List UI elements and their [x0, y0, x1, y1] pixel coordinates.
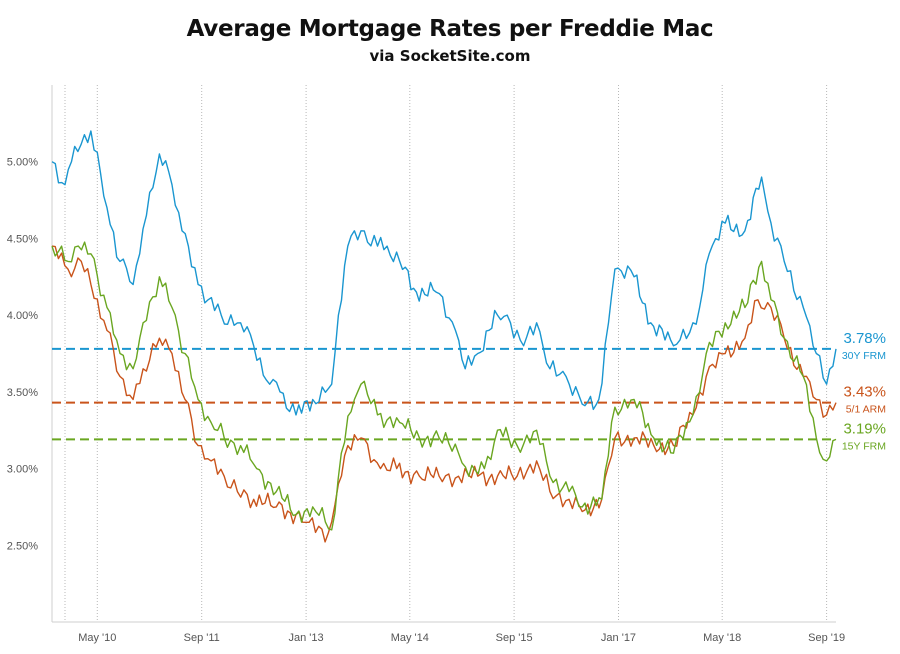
y-tick-label: 4.50% — [7, 233, 38, 245]
series-latest-value: 3.43% — [843, 384, 886, 401]
chart-subtitle: via SocketSite.com — [369, 47, 531, 65]
y-tick-label: 2.50% — [7, 540, 38, 552]
x-tick-label: May '18 — [703, 632, 741, 644]
x-axis-tick-labels: May '10 Sep '11 Jan '13 May '14 Sep '15 Jan '… — [78, 632, 845, 644]
y-tick-label: 3.00% — [7, 464, 38, 476]
y-tick-label: 4.00% — [7, 310, 38, 322]
series-end-labels: 3.78% 30Y FRM 3.43% 5/1 ARM 3.19% 15Y FRM — [842, 330, 886, 453]
x-tick-label: Sep '15 — [496, 632, 533, 644]
series-lines — [51, 130, 837, 543]
vertical-gridlines — [64, 85, 828, 622]
x-tick-label: May '14 — [391, 632, 429, 644]
x-tick-label: Sep '11 — [184, 632, 220, 644]
series-name: 30Y FRM — [842, 350, 886, 362]
chart-title: Average Mortgage Rates per Freddie Mac — [186, 16, 714, 42]
y-axis-tick-labels: 2.50% 3.00% 3.50% 4.00% 4.50% 5.00% — [7, 157, 38, 553]
series-latest-value: 3.78% — [843, 330, 886, 347]
series-line-2 — [51, 241, 837, 531]
series-name: 5/1 ARM — [846, 404, 886, 416]
x-tick-label: Jan '17 — [601, 632, 636, 644]
x-tick-label: Sep '19 — [808, 632, 845, 644]
series-line-0 — [51, 130, 837, 416]
y-tick-label: 3.50% — [7, 387, 38, 399]
y-tick-label: 5.00% — [7, 157, 38, 169]
x-tick-label: Jan '13 — [289, 632, 324, 644]
x-tick-label: May '10 — [78, 632, 116, 644]
series-latest-value: 3.19% — [843, 420, 886, 437]
reference-lines — [52, 347, 836, 441]
series-line-1 — [51, 245, 837, 543]
series-name: 15Y FRM — [842, 440, 886, 452]
